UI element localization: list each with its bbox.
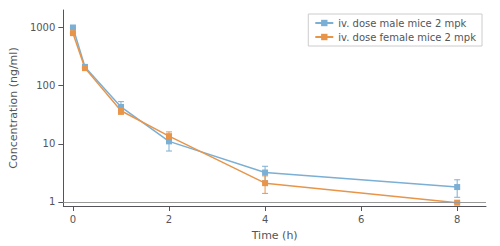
svg-text:10: 10	[43, 138, 56, 149]
svg-text:Time (h): Time (h)	[251, 229, 298, 242]
svg-text:iv. dose female mice 2 mpk: iv. dose female mice 2 mpk	[338, 32, 476, 43]
svg-text:Concentration (ng/ml): Concentration (ng/ml)	[7, 47, 20, 168]
svg-text:8: 8	[454, 214, 460, 225]
svg-text:1: 1	[49, 196, 55, 207]
svg-text:4: 4	[262, 214, 268, 225]
svg-text:iv. dose male mice 2 mpk: iv. dose male mice 2 mpk	[338, 18, 466, 29]
svg-text:1000: 1000	[30, 22, 55, 33]
svg-text:6: 6	[358, 214, 364, 225]
svg-text:100: 100	[36, 80, 55, 91]
svg-text:0: 0	[70, 214, 76, 225]
svg-text:2: 2	[166, 214, 172, 225]
